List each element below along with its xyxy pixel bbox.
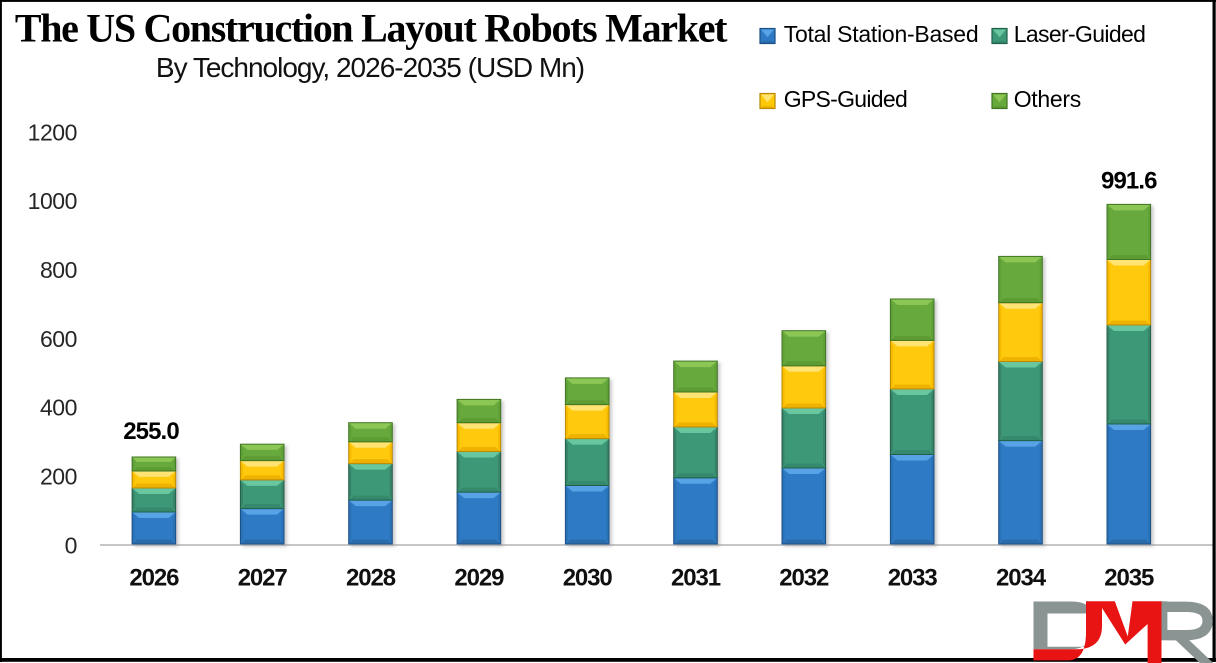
svg-text:Others: Others [1014,86,1081,112]
svg-text:2028: 2028 [346,565,396,592]
svg-text:2035: 2035 [1104,565,1154,592]
svg-text:2029: 2029 [454,565,504,592]
svg-text:2034: 2034 [996,565,1047,592]
svg-text:2026: 2026 [129,565,179,592]
svg-text:2027: 2027 [238,565,288,592]
svg-text:400: 400 [40,395,77,421]
svg-text:Laser-Guided: Laser-Guided [1014,21,1146,47]
svg-text:1200: 1200 [28,119,77,145]
svg-text:By Technology, 2026-2035 (USD: By Technology, 2026-2035 (USD Mn) [156,52,584,83]
svg-text:2031: 2031 [671,565,721,592]
svg-text:GPS-Guided: GPS-Guided [784,86,907,112]
svg-text:200: 200 [40,464,77,490]
svg-text:600: 600 [40,326,77,352]
svg-text:1000: 1000 [28,188,77,214]
svg-text:255.0: 255.0 [123,418,179,445]
svg-text:The US Construction Layout Rob: The US Construction Layout Robots Market [15,6,728,51]
svg-text:Total Station-Based: Total Station-Based [784,21,979,47]
svg-text:800: 800 [40,257,77,283]
svg-text:2030: 2030 [563,565,613,592]
svg-text:2032: 2032 [779,565,829,592]
svg-text:991.6: 991.6 [1101,168,1157,195]
svg-text:2033: 2033 [888,565,938,592]
svg-text:0: 0 [65,532,77,558]
